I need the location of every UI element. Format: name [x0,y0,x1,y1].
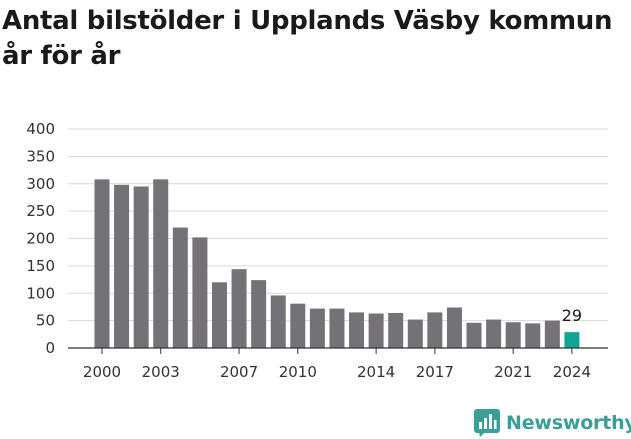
bar-2020 [486,319,502,348]
gridlines [68,128,608,322]
y-tick-300: 300 [26,175,55,193]
bar-2019 [466,322,482,348]
bar-2009 [270,295,286,348]
bar-2001 [114,184,130,348]
y-tick-0: 0 [45,339,55,357]
y-tick-350: 350 [26,147,55,165]
bar-2023 [544,320,560,348]
brand-name: Newsworthy [506,412,631,434]
bar-2018 [446,307,462,348]
y-tick-150: 150 [26,257,55,275]
newsworthy-logo-icon [474,409,500,437]
bar-2004 [172,227,188,348]
bar-2017 [427,312,443,348]
bar-2003 [153,179,169,348]
bar-2008 [251,280,267,348]
y-tick-250: 250 [26,202,55,220]
x-tick-2010: 2010 [279,363,317,381]
x-tick-2003: 2003 [142,363,180,381]
bar-2024 [564,332,580,348]
bar-2006 [211,282,227,348]
bars [94,179,580,348]
bar-2021 [505,322,521,348]
x-tick-2000: 2000 [83,363,121,381]
bar-2007 [231,269,247,348]
x-tick-2007: 2007 [220,363,258,381]
bar-2000 [94,179,110,348]
bar-2011 [309,308,325,348]
page-title: Antal bilstölder i Upplands Väsby kommun… [2,6,613,71]
y-tick-50: 50 [36,312,55,330]
x-tick-2024: 2024 [553,363,591,381]
bar-2016 [407,319,423,348]
y-tick-100: 100 [26,284,55,302]
y-axis-ticks: 0 50 100 150 200 250 300 350 400 [26,120,55,357]
x-tick-2021: 2021 [494,363,532,381]
bar-2013 [349,312,365,348]
x-tick-2017: 2017 [416,363,454,381]
x-tick-2014: 2014 [357,363,395,381]
brand: Newsworthy [474,407,631,439]
bar-2005 [192,237,208,348]
data-labels: 29 [562,306,582,325]
bar-2014 [368,313,384,348]
y-tick-400: 400 [26,120,55,138]
x-axis: 2000 2003 2007 2010 2014 2017 2021 2024 [68,347,608,381]
bar-2022 [525,323,541,348]
bar-2010 [290,303,306,348]
y-tick-200: 200 [26,230,55,248]
bar-2002 [133,186,149,348]
data-label-2024: 29 [562,306,582,325]
bar-2012 [329,308,345,348]
bar-2015 [388,312,404,348]
